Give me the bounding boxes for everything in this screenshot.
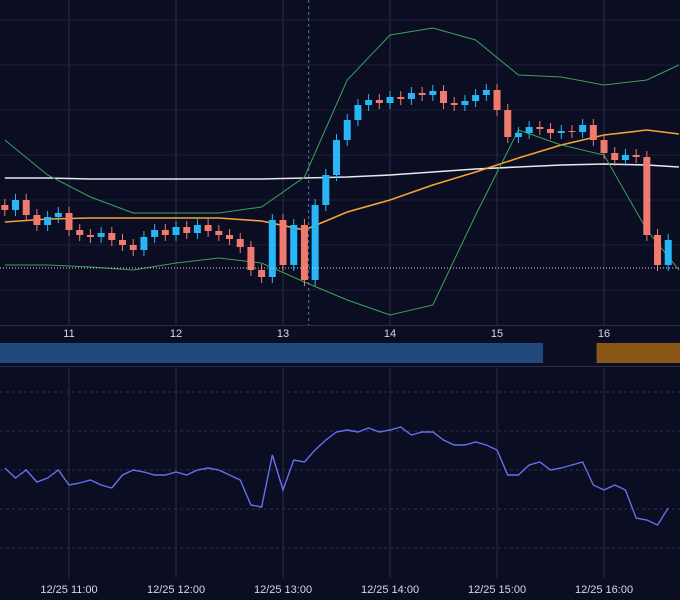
x-tick-label: 12/25 16:00 xyxy=(575,584,633,596)
candle-body xyxy=(568,131,576,132)
candle-body xyxy=(226,235,234,239)
candle-body xyxy=(386,97,394,103)
candle-body xyxy=(493,90,501,110)
candle-body xyxy=(643,157,651,235)
candle-body xyxy=(129,245,137,250)
session-bar xyxy=(0,343,544,363)
indicator-line xyxy=(4,426,669,526)
candle-body xyxy=(12,200,20,210)
candle-body xyxy=(397,97,405,99)
candle-body xyxy=(268,220,276,277)
overlay-line xyxy=(4,27,680,214)
overlay-line xyxy=(4,129,680,231)
candle-body xyxy=(1,205,9,210)
x-tick-label: 14 xyxy=(384,328,396,340)
overlay-line xyxy=(4,129,680,316)
candle-body xyxy=(322,175,330,205)
candle-body xyxy=(119,240,127,245)
candle-body xyxy=(204,225,212,231)
candle-body xyxy=(632,155,640,157)
candle-body xyxy=(375,100,383,103)
candle-body xyxy=(247,247,255,270)
candle-body xyxy=(65,213,73,230)
candle-body xyxy=(183,227,191,233)
candle-body xyxy=(504,110,512,137)
x-tick-label: 15 xyxy=(491,328,503,340)
candle-body xyxy=(525,127,533,133)
candle-body xyxy=(354,105,362,120)
candle-body xyxy=(450,103,458,105)
candle-body xyxy=(151,230,159,237)
overlay-line xyxy=(4,163,679,180)
candle-body xyxy=(333,140,341,175)
candle-body xyxy=(54,213,62,217)
candle-body xyxy=(461,101,469,105)
candle-body xyxy=(33,215,41,225)
candle-body xyxy=(300,225,308,280)
candle-body xyxy=(664,240,672,265)
candle-body xyxy=(215,231,223,235)
candle-body xyxy=(440,91,448,103)
candle-body xyxy=(407,93,415,99)
candle-body xyxy=(418,93,426,95)
x-tick-label: 12/25 14:00 xyxy=(361,584,419,596)
candle-body xyxy=(236,239,244,247)
candle-body xyxy=(279,220,287,265)
candle-body xyxy=(193,225,201,233)
candle-body xyxy=(536,127,544,129)
candle-body xyxy=(579,125,587,132)
candle-body xyxy=(311,205,319,280)
candle-body xyxy=(589,125,597,140)
candle-body xyxy=(547,129,555,133)
x-tick-label: 12/25 15:00 xyxy=(468,584,526,596)
session-bar xyxy=(596,343,680,363)
candle-body xyxy=(472,95,480,101)
candle-body xyxy=(343,120,351,140)
candle-body xyxy=(429,91,437,95)
candle-body xyxy=(172,227,180,235)
x-tick-label: 11 xyxy=(63,328,74,340)
candle-body xyxy=(290,225,298,265)
candle-body xyxy=(258,270,266,277)
candle-body xyxy=(482,90,490,95)
candle-body xyxy=(514,133,522,137)
candle-body xyxy=(600,140,608,153)
candle-body xyxy=(654,235,662,265)
candle-body xyxy=(161,230,169,235)
x-tick-label: 16 xyxy=(598,328,610,340)
candle-body xyxy=(365,100,373,105)
x-tick-label: 12/25 12:00 xyxy=(147,584,205,596)
x-tick-label: 12/25 13:00 xyxy=(254,584,312,596)
x-tick-label: 12 xyxy=(170,328,182,340)
x-tick-label: 12/25 11:00 xyxy=(40,584,97,596)
candle-body xyxy=(108,233,116,240)
candle-body xyxy=(44,217,52,225)
candle-body xyxy=(557,131,565,133)
candle-body xyxy=(76,230,84,235)
candle-body xyxy=(97,233,105,237)
candle-body xyxy=(611,153,619,160)
candle-body xyxy=(140,237,148,250)
candle-body xyxy=(22,200,30,215)
x-tick-label: 13 xyxy=(277,328,289,340)
candle-body xyxy=(621,155,629,160)
candle-body xyxy=(86,235,94,237)
